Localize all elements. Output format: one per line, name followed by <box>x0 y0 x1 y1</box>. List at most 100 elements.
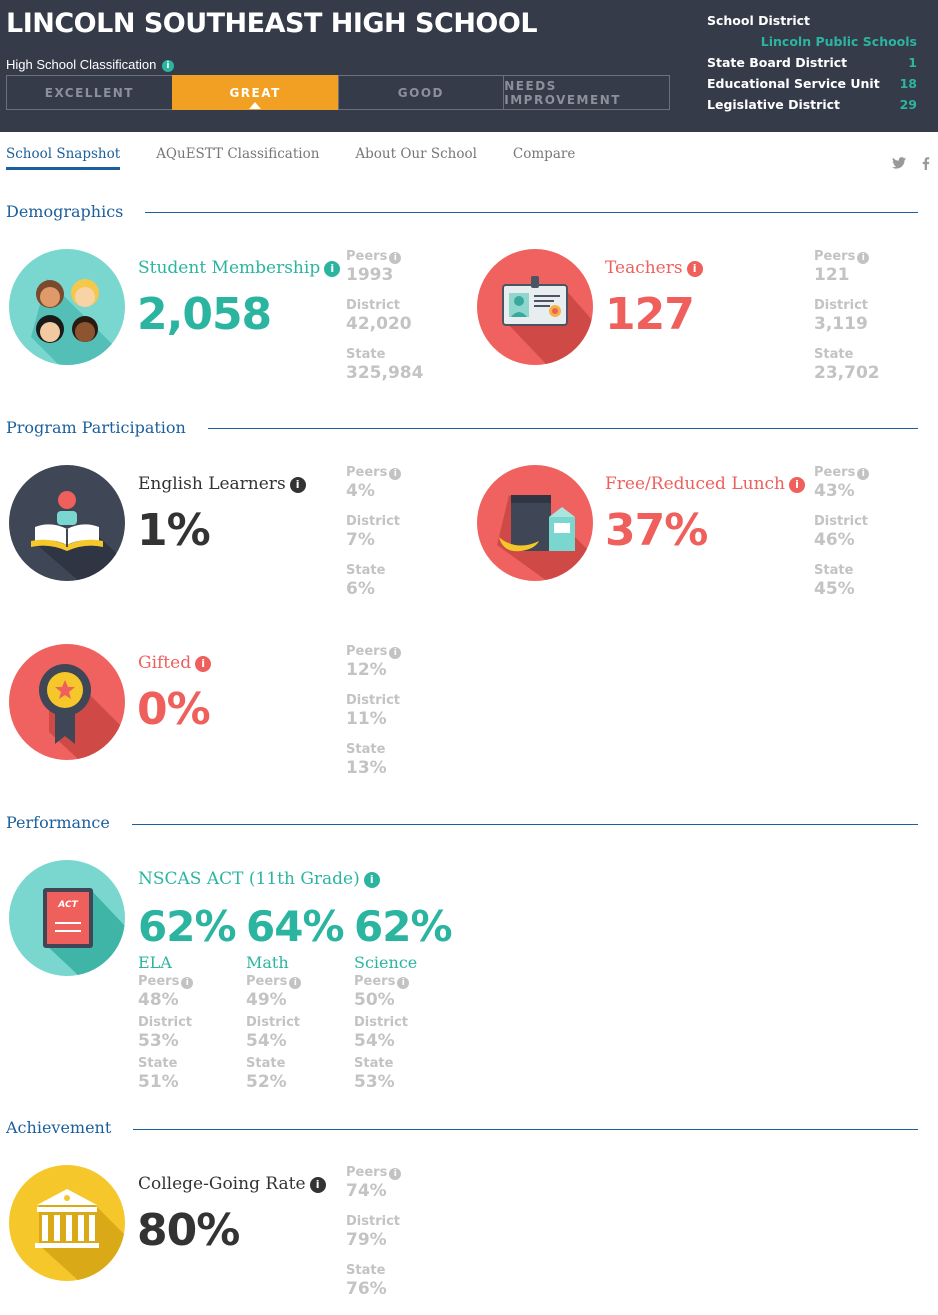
free-reduced-lunch-label-text: Free/Reduced Lunch <box>605 474 785 494</box>
info-icon[interactable]: i <box>389 1168 402 1180</box>
subject-name: ELA <box>138 953 172 972</box>
district-value: 54% <box>354 1031 395 1051</box>
district-label: District <box>346 298 400 313</box>
info-icon[interactable]: i <box>389 468 402 480</box>
peers-label: Peers i <box>354 974 462 990</box>
peers-row: Peers i 48% <box>138 974 246 1015</box>
district-info-row: School District <box>707 10 917 31</box>
section-demographics: Demographics <box>6 202 146 221</box>
gifted-label-text: Gifted <box>138 653 192 673</box>
district-row: District 54% <box>246 1015 354 1056</box>
tab-aquestt-classification[interactable]: AQuESTT Classification <box>156 146 320 162</box>
peers-value: 1993 <box>346 265 394 285</box>
social-links <box>892 157 930 174</box>
peers-label: Peers i <box>138 974 246 990</box>
info-icon[interactable]: i <box>389 252 402 264</box>
district-row: District 53% <box>138 1015 246 1056</box>
student-membership-value: 2,058 <box>137 289 272 340</box>
tab-school-snapshot[interactable]: School Snapshot <box>6 146 121 170</box>
peers-row: Peers i 4% <box>346 465 456 514</box>
info-icon[interactable]: i <box>161 59 174 72</box>
section-divider <box>6 428 918 429</box>
reading-book-icon <box>9 465 125 581</box>
peers-value: 121 <box>814 265 850 285</box>
school-district-link[interactable]: Lincoln Public Schools <box>760 34 917 49</box>
district-info-row: Legislative District 29 <box>707 94 917 115</box>
peers-label: Peers i <box>346 249 456 265</box>
tab-about-our-school[interactable]: About Our School <box>355 146 477 162</box>
peers-row: Peers i 43% <box>814 465 924 514</box>
district-info-value: 18 <box>899 76 917 91</box>
peers-label-text: Peers <box>346 1165 388 1180</box>
facebook-icon[interactable] <box>922 157 930 174</box>
state-value: 52% <box>246 1072 287 1092</box>
info-icon[interactable]: i <box>309 1177 326 1193</box>
teachers-label-text: Teachers <box>605 258 683 278</box>
english-learners-value: 1% <box>137 505 211 556</box>
info-icon[interactable]: i <box>789 477 805 493</box>
district-value: 11% <box>346 709 387 729</box>
peers-value: 43% <box>814 481 855 501</box>
info-icon[interactable]: i <box>289 477 306 493</box>
act-book-icon: ACT <box>9 860 125 976</box>
english-learners-label: English Learners i <box>138 474 306 494</box>
peers-row: Peers i 12% <box>346 644 456 693</box>
info-icon[interactable]: i <box>686 261 703 277</box>
state-row: State 51% <box>138 1056 246 1097</box>
state-value: 76% <box>346 1279 387 1299</box>
info-icon[interactable]: i <box>857 252 870 264</box>
info-icon[interactable]: i <box>324 261 341 277</box>
state-row: State 325,984 <box>346 347 456 396</box>
student-membership-comparison: Peers i 1993 District 42,020 State 325,984 <box>346 249 456 396</box>
info-icon[interactable]: i <box>389 647 402 659</box>
info-icon[interactable]: i <box>289 977 302 989</box>
state-label: State <box>814 347 854 362</box>
act-subject-science: 62% Science Peers i 50% District 54% State 5… <box>354 902 462 1097</box>
act-icon-text: ACT <box>57 900 78 910</box>
lunch-bag-icon <box>477 465 593 581</box>
subject-score: 62% <box>138 902 237 951</box>
info-icon[interactable]: i <box>397 977 410 989</box>
state-label: State <box>138 1056 178 1071</box>
district-label: District <box>246 1015 300 1030</box>
award-ribbon-icon <box>9 644 125 760</box>
gifted-comparison: Peers i 12% District 11% State 13% <box>346 644 456 791</box>
district-label: District <box>354 1015 408 1030</box>
district-info-row: Educational Service Unit 18 <box>707 73 917 94</box>
state-value: 23,702 <box>814 363 880 383</box>
subject-score: 64% <box>246 902 345 951</box>
students-icon <box>9 249 125 365</box>
info-icon[interactable]: i <box>857 468 870 480</box>
peers-row: Peers i 1993 <box>346 249 456 298</box>
info-icon[interactable]: i <box>181 977 194 989</box>
district-row: District 7% <box>346 514 456 563</box>
state-label: State <box>346 1263 386 1278</box>
district-row: District 79% <box>346 1214 456 1263</box>
free-reduced-lunch-label: Free/Reduced Lunch i <box>605 474 805 494</box>
state-row: State 6% <box>346 563 456 612</box>
tab-bar: School Snapshot AQuESTT Classification A… <box>6 146 611 170</box>
peers-value: 4% <box>346 481 375 501</box>
section-divider <box>6 1129 918 1130</box>
state-label: State <box>346 742 386 757</box>
peers-label-text: Peers <box>138 974 180 989</box>
peers-value: 49% <box>246 990 287 1010</box>
district-info-label: Educational Service Unit <box>707 76 880 91</box>
teachers-label: Teachers i <box>605 258 703 278</box>
twitter-icon[interactable] <box>892 157 906 174</box>
state-label: State <box>814 563 854 578</box>
state-value: 13% <box>346 758 387 778</box>
subject-name: Science <box>354 953 418 972</box>
info-icon[interactable]: i <box>195 656 212 672</box>
district-row: District 46% <box>814 514 924 563</box>
district-value: 3,119 <box>814 314 868 334</box>
school-header: LINCOLN SOUTHEAST HIGH SCHOOL High Schoo… <box>0 0 938 132</box>
district-value: 54% <box>246 1031 287 1051</box>
state-value: 6% <box>346 579 375 599</box>
tab-compare[interactable]: Compare <box>512 146 576 162</box>
peers-label-text: Peers <box>346 249 388 264</box>
district-info-value: 1 <box>908 55 917 70</box>
info-icon[interactable]: i <box>363 872 380 888</box>
subject-score: 62% <box>354 902 453 951</box>
district-label: District <box>346 693 400 708</box>
